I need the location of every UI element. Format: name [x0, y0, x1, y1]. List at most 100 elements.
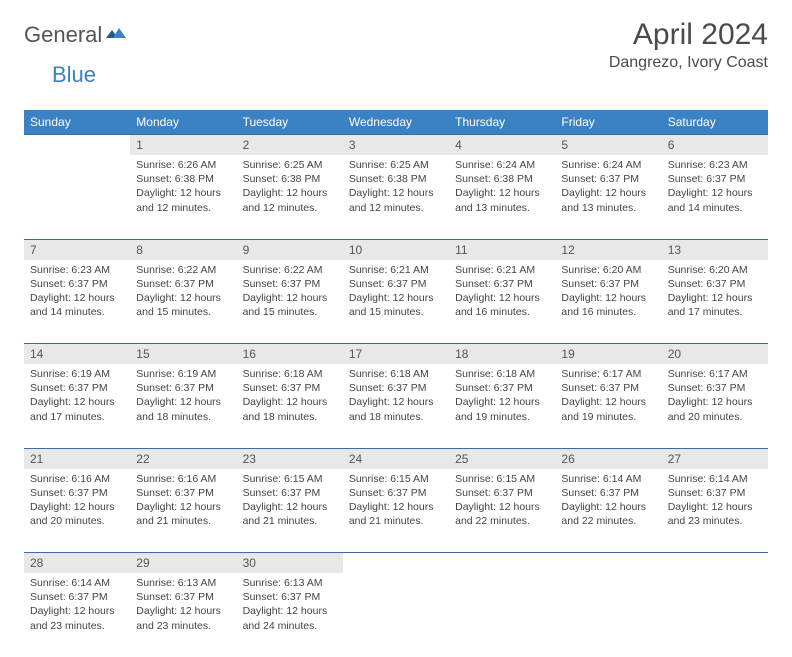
- day-number: [555, 553, 661, 574]
- day-number: 21: [24, 448, 130, 469]
- daylight-text: Daylight: 12 hours and 19 minutes.: [455, 395, 549, 423]
- day-cell: Sunrise: 6:21 AMSunset: 6:37 PMDaylight:…: [449, 260, 555, 344]
- day-number-row: 14151617181920: [24, 344, 768, 365]
- calendar-table: Sunday Monday Tuesday Wednesday Thursday…: [24, 110, 768, 657]
- sunrise-text: Sunrise: 6:17 AM: [561, 367, 655, 381]
- day-cell: Sunrise: 6:26 AMSunset: 6:38 PMDaylight:…: [130, 155, 236, 239]
- sunset-text: Sunset: 6:37 PM: [561, 381, 655, 395]
- day-cell: Sunrise: 6:15 AMSunset: 6:37 PMDaylight:…: [449, 469, 555, 553]
- day-header: Monday: [130, 110, 236, 135]
- day-number: 27: [662, 448, 768, 469]
- sunrise-text: Sunrise: 6:15 AM: [243, 472, 337, 486]
- day-number: 14: [24, 344, 130, 365]
- sunrise-text: Sunrise: 6:16 AM: [136, 472, 230, 486]
- day-content-row: Sunrise: 6:16 AMSunset: 6:37 PMDaylight:…: [24, 469, 768, 553]
- day-number: 28: [24, 553, 130, 574]
- day-content-row: Sunrise: 6:23 AMSunset: 6:37 PMDaylight:…: [24, 260, 768, 344]
- sunrise-text: Sunrise: 6:18 AM: [455, 367, 549, 381]
- day-number: 23: [237, 448, 343, 469]
- day-number: 15: [130, 344, 236, 365]
- day-cell: Sunrise: 6:14 AMSunset: 6:37 PMDaylight:…: [662, 469, 768, 553]
- sunset-text: Sunset: 6:37 PM: [455, 381, 549, 395]
- sunset-text: Sunset: 6:37 PM: [30, 277, 124, 291]
- day-cell: Sunrise: 6:14 AMSunset: 6:37 PMDaylight:…: [555, 469, 661, 553]
- day-number: 12: [555, 239, 661, 260]
- daylight-text: Daylight: 12 hours and 20 minutes.: [668, 395, 762, 423]
- day-number: 10: [343, 239, 449, 260]
- day-number: 19: [555, 344, 661, 365]
- day-number: 18: [449, 344, 555, 365]
- daylight-text: Daylight: 12 hours and 18 minutes.: [349, 395, 443, 423]
- sunset-text: Sunset: 6:37 PM: [136, 381, 230, 395]
- sunset-text: Sunset: 6:38 PM: [455, 172, 549, 186]
- day-cell: Sunrise: 6:14 AMSunset: 6:37 PMDaylight:…: [24, 573, 130, 657]
- sunset-text: Sunset: 6:37 PM: [668, 381, 762, 395]
- day-number: 20: [662, 344, 768, 365]
- sunrise-text: Sunrise: 6:25 AM: [349, 158, 443, 172]
- day-number: 29: [130, 553, 236, 574]
- day-cell: Sunrise: 6:13 AMSunset: 6:37 PMDaylight:…: [237, 573, 343, 657]
- sunset-text: Sunset: 6:37 PM: [30, 381, 124, 395]
- sunrise-text: Sunrise: 6:13 AM: [136, 576, 230, 590]
- sunrise-text: Sunrise: 6:16 AM: [30, 472, 124, 486]
- day-number: 26: [555, 448, 661, 469]
- day-cell: Sunrise: 6:20 AMSunset: 6:37 PMDaylight:…: [662, 260, 768, 344]
- sunset-text: Sunset: 6:37 PM: [455, 277, 549, 291]
- sunrise-text: Sunrise: 6:22 AM: [243, 263, 337, 277]
- sunset-text: Sunset: 6:37 PM: [243, 590, 337, 604]
- daylight-text: Daylight: 12 hours and 23 minutes.: [136, 604, 230, 632]
- day-content-row: Sunrise: 6:26 AMSunset: 6:38 PMDaylight:…: [24, 155, 768, 239]
- sunrise-text: Sunrise: 6:17 AM: [668, 367, 762, 381]
- day-number-row: 282930: [24, 553, 768, 574]
- day-header-row: Sunday Monday Tuesday Wednesday Thursday…: [24, 110, 768, 135]
- daylight-text: Daylight: 12 hours and 22 minutes.: [561, 500, 655, 528]
- day-cell: [662, 573, 768, 657]
- sunset-text: Sunset: 6:37 PM: [668, 277, 762, 291]
- day-header: Sunday: [24, 110, 130, 135]
- sunset-text: Sunset: 6:38 PM: [243, 172, 337, 186]
- daylight-text: Daylight: 12 hours and 19 minutes.: [561, 395, 655, 423]
- sunrise-text: Sunrise: 6:20 AM: [561, 263, 655, 277]
- logo-flag-icon: [106, 24, 126, 47]
- day-cell: Sunrise: 6:21 AMSunset: 6:37 PMDaylight:…: [343, 260, 449, 344]
- daylight-text: Daylight: 12 hours and 15 minutes.: [136, 291, 230, 319]
- sunrise-text: Sunrise: 6:21 AM: [455, 263, 549, 277]
- day-cell: [555, 573, 661, 657]
- day-cell: Sunrise: 6:18 AMSunset: 6:37 PMDaylight:…: [449, 364, 555, 448]
- logo: General: [24, 22, 126, 48]
- daylight-text: Daylight: 12 hours and 16 minutes.: [561, 291, 655, 319]
- daylight-text: Daylight: 12 hours and 13 minutes.: [455, 186, 549, 214]
- day-cell: Sunrise: 6:16 AMSunset: 6:37 PMDaylight:…: [24, 469, 130, 553]
- day-number: 3: [343, 135, 449, 156]
- sunrise-text: Sunrise: 6:13 AM: [243, 576, 337, 590]
- daylight-text: Daylight: 12 hours and 17 minutes.: [30, 395, 124, 423]
- daylight-text: Daylight: 12 hours and 20 minutes.: [30, 500, 124, 528]
- day-cell: [343, 573, 449, 657]
- day-number-row: 123456: [24, 135, 768, 156]
- daylight-text: Daylight: 12 hours and 21 minutes.: [349, 500, 443, 528]
- day-cell: [449, 573, 555, 657]
- sunset-text: Sunset: 6:37 PM: [349, 381, 443, 395]
- day-cell: Sunrise: 6:16 AMSunset: 6:37 PMDaylight:…: [130, 469, 236, 553]
- day-number: [449, 553, 555, 574]
- sunset-text: Sunset: 6:37 PM: [243, 381, 337, 395]
- day-number: [662, 553, 768, 574]
- day-content-row: Sunrise: 6:14 AMSunset: 6:37 PMDaylight:…: [24, 573, 768, 657]
- day-cell: Sunrise: 6:24 AMSunset: 6:37 PMDaylight:…: [555, 155, 661, 239]
- sunset-text: Sunset: 6:37 PM: [561, 486, 655, 500]
- sunrise-text: Sunrise: 6:14 AM: [668, 472, 762, 486]
- daylight-text: Daylight: 12 hours and 23 minutes.: [668, 500, 762, 528]
- sunset-text: Sunset: 6:37 PM: [136, 590, 230, 604]
- sunrise-text: Sunrise: 6:18 AM: [349, 367, 443, 381]
- daylight-text: Daylight: 12 hours and 23 minutes.: [30, 604, 124, 632]
- sunset-text: Sunset: 6:37 PM: [136, 486, 230, 500]
- daylight-text: Daylight: 12 hours and 14 minutes.: [30, 291, 124, 319]
- sunset-text: Sunset: 6:37 PM: [243, 486, 337, 500]
- day-cell: Sunrise: 6:17 AMSunset: 6:37 PMDaylight:…: [555, 364, 661, 448]
- sunset-text: Sunset: 6:38 PM: [136, 172, 230, 186]
- day-number: 5: [555, 135, 661, 156]
- sunset-text: Sunset: 6:37 PM: [349, 486, 443, 500]
- logo-text-general: General: [24, 22, 102, 48]
- daylight-text: Daylight: 12 hours and 22 minutes.: [455, 500, 549, 528]
- sunrise-text: Sunrise: 6:15 AM: [349, 472, 443, 486]
